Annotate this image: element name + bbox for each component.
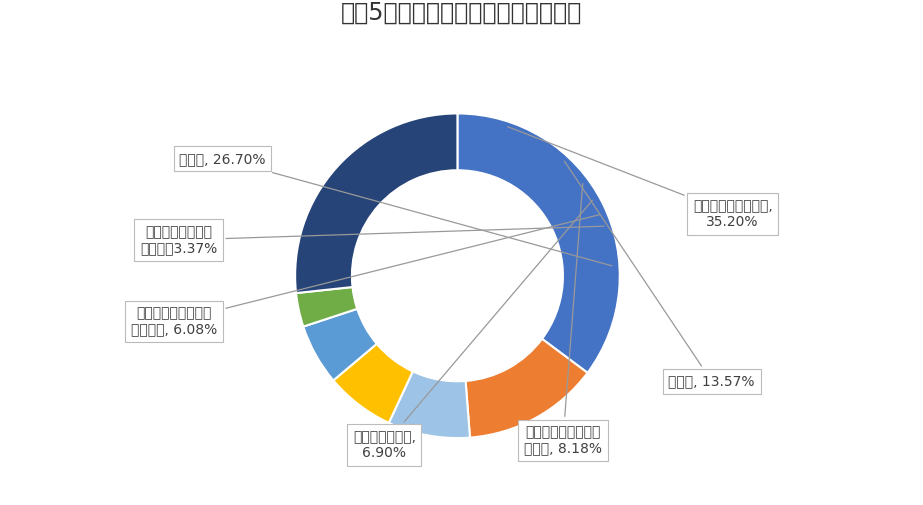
Wedge shape <box>333 344 413 423</box>
Text: 妊娠、分娩及び産
じょく、3.37%: 妊娠、分娩及び産 じょく、3.37% <box>140 225 604 255</box>
Text: 新生物, 13.57%: 新生物, 13.57% <box>564 161 755 388</box>
Wedge shape <box>304 309 377 380</box>
Wedge shape <box>465 339 588 438</box>
Wedge shape <box>296 287 357 327</box>
Text: 筋骨格及び結合組織
の疾患, 8.18%: 筋骨格及び結合組織 の疾患, 8.18% <box>524 183 602 456</box>
Wedge shape <box>389 371 470 438</box>
Text: 損傷、中毒及びその
他の外因, 6.08%: 損傷、中毒及びその 他の外因, 6.08% <box>131 215 600 336</box>
Wedge shape <box>295 114 458 293</box>
Text: 精神及び行動の障害,
35.20%: 精神及び行動の障害, 35.20% <box>508 127 773 229</box>
Title: 令和5年度　傷病別・件数の構成割合: 令和5年度 傷病別・件数の構成割合 <box>341 1 582 25</box>
Text: 循環器系の疾患,
6.90%: 循環器系の疾患, 6.90% <box>353 200 593 460</box>
Wedge shape <box>458 114 619 373</box>
Text: その他, 26.70%: その他, 26.70% <box>179 152 612 266</box>
